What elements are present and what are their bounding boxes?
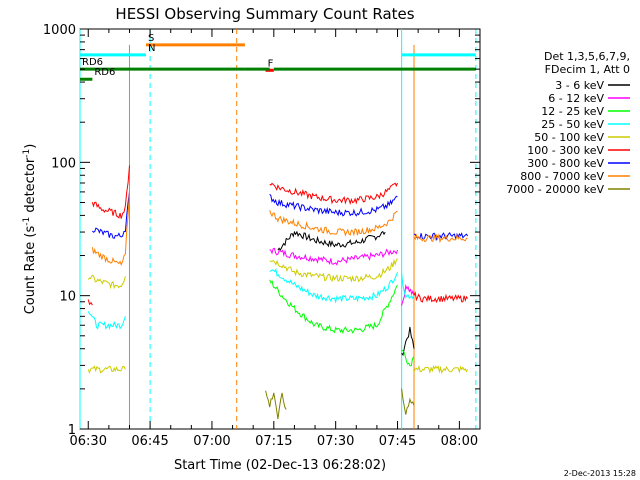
- series-line: [401, 272, 415, 300]
- series-line: [92, 191, 130, 240]
- x-tick-label: 08:00: [441, 434, 478, 449]
- series-line: [87, 365, 126, 374]
- series-group: [269, 279, 415, 367]
- series-layer: [87, 165, 469, 420]
- series-line: [277, 230, 386, 251]
- flag-label: RD6: [94, 67, 115, 78]
- y-tick-label: 100: [51, 156, 76, 171]
- y-tick-label: 1000: [43, 23, 76, 38]
- series-line: [91, 191, 130, 266]
- x-tick-label: 07:15: [255, 434, 292, 449]
- x-tick-label: 07:45: [379, 434, 416, 449]
- series-line: [401, 388, 415, 415]
- series-line: [413, 233, 468, 244]
- legend-label: 3 - 6 keV: [555, 79, 604, 92]
- legend-label: 300 - 800 keV: [527, 157, 604, 170]
- y-tick-label: 1: [68, 423, 76, 438]
- flag-label: S: [148, 33, 154, 44]
- x-tick-label: 06:30: [70, 434, 107, 449]
- series-group: [87, 165, 469, 306]
- series-line: [269, 268, 398, 304]
- footer-timestamp: 2-Dec-2013 15:28: [564, 469, 636, 478]
- series-group: [92, 191, 469, 242]
- series-line: [87, 311, 126, 330]
- legend-label: 6 - 12 keV: [548, 92, 604, 105]
- legend-label: 800 - 7000 keV: [520, 170, 604, 183]
- y-axis-label-main: Count Rate (s: [23, 226, 38, 315]
- flag-label: N: [148, 43, 155, 54]
- y-tick-label: 10: [59, 290, 76, 305]
- y-axis-label-end: ): [23, 144, 38, 149]
- series-line: [413, 364, 469, 374]
- legend-label: 12 - 25 keV: [541, 105, 604, 118]
- series-line: [87, 299, 93, 306]
- series-line: [401, 283, 415, 306]
- legend-label: 25 - 50 keV: [541, 118, 604, 131]
- x-tick-label: 06:45: [131, 434, 168, 449]
- y-axis-label: Count Rate (s-1 detector-1): [22, 144, 38, 315]
- flag-label: F: [268, 58, 274, 69]
- series-line: [269, 258, 398, 283]
- legend-label: 50 - 100 keV: [534, 131, 604, 144]
- series-line: [269, 193, 398, 217]
- series-line: [269, 279, 398, 335]
- series-line: [413, 291, 469, 304]
- y-axis-label-mid: detector: [23, 157, 38, 217]
- series-group: [87, 268, 415, 330]
- series-group: [277, 230, 415, 356]
- x-tick-label: 07:00: [193, 434, 230, 449]
- legend-header: Det 1,3,5,6,7,9,: [544, 50, 630, 63]
- legend-label: 7000 - 20000 keV: [506, 183, 604, 196]
- legend-label: 100 - 300 keV: [527, 144, 604, 157]
- y-axis-label-sup2: -1: [22, 149, 32, 158]
- series-group: [87, 258, 469, 374]
- series-line: [87, 274, 126, 290]
- series-line: [265, 390, 287, 420]
- axis-ticks: 06:30 06:45 07:00 07:15 07:30 07:45 08:00 1 10 10…: [43, 23, 481, 449]
- y-axis-label-sup1: -1: [22, 217, 32, 226]
- series-line: [269, 182, 398, 205]
- legend: Det 1,3,5,6,7,9,FDecim 1, Att 0 3 - 6 keV…: [506, 50, 630, 196]
- series-line: [269, 210, 398, 237]
- chart-title: HESSI Observing Summary Count Rates: [115, 5, 414, 23]
- x-tick-label: 07:30: [317, 434, 354, 449]
- series-group: [265, 388, 415, 420]
- series-line: [269, 247, 398, 266]
- legend-header: FDecim 1, Att 0: [545, 63, 630, 76]
- series-line: [401, 349, 415, 367]
- flag-label: RD6: [82, 57, 103, 68]
- x-axis-label: Start Time (02-Dec-13 06:28:02): [174, 458, 386, 473]
- series-group: [91, 191, 468, 266]
- series-group: [269, 247, 415, 306]
- series-line: [91, 165, 130, 219]
